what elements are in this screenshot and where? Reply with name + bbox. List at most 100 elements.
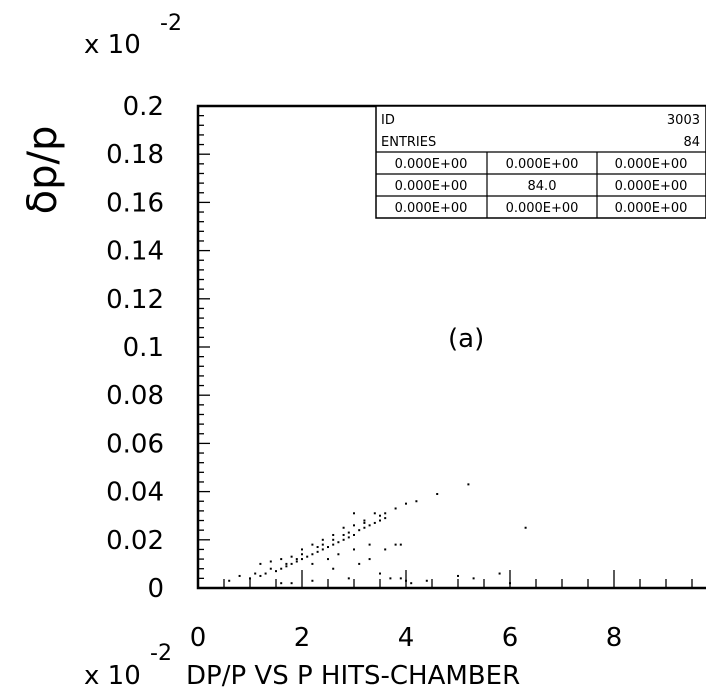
data-point (290, 562, 293, 565)
y-tick-label: 0.1 (123, 333, 164, 363)
data-point (368, 524, 371, 527)
data-point (379, 514, 381, 517)
data-point (290, 582, 293, 585)
data-point (301, 553, 303, 556)
stats-box-frame (375, 105, 706, 219)
data-point (321, 543, 324, 546)
data-point (311, 543, 314, 546)
y-multiplier-base: x 10 (84, 30, 141, 60)
data-point (342, 526, 345, 529)
data-point (295, 560, 298, 563)
data-point (316, 550, 319, 553)
data-point (311, 562, 314, 565)
x-tick-label: 6 (502, 623, 519, 653)
data-point (498, 572, 501, 575)
data-point (472, 577, 475, 580)
data-point (347, 536, 350, 539)
y-multiplier: x 10 -2 (84, 11, 182, 60)
y-tick-label: 0.12 (106, 285, 164, 315)
data-point (337, 541, 340, 544)
x-multiplier-exponent: -2 (150, 641, 172, 666)
data-point (405, 579, 407, 582)
data-point (316, 546, 319, 549)
data-point (384, 517, 387, 520)
stats-id-label: ID (381, 113, 395, 128)
stats-entries-label: ENTRIES (381, 135, 436, 150)
data-point (410, 582, 413, 585)
x-ticks: 024681 (190, 570, 693, 653)
data-point (301, 558, 303, 561)
y-multiplier-exponent: -2 (160, 11, 182, 36)
stats-box: ID 3003 ENTRIES 84 0.000E+00 0.000E+00 0… (375, 105, 706, 219)
stats-cell: 0.000E+00 (506, 201, 579, 216)
data-point (290, 555, 293, 558)
data-point (259, 574, 262, 577)
data-point (337, 553, 340, 556)
data-point (384, 548, 387, 551)
data-point (399, 543, 402, 546)
data-point (363, 519, 366, 522)
stats-cell: 0.000E+00 (506, 157, 579, 172)
x-multiplier-base: x 10 (84, 661, 141, 691)
data-point (285, 562, 288, 565)
y-tick-label: 0.02 (106, 526, 164, 556)
data-point (394, 507, 397, 510)
data-point (347, 531, 350, 534)
data-point (269, 567, 272, 570)
data-point (306, 555, 309, 558)
x-tick-label: 8 (606, 623, 623, 653)
stats-cell: 0.000E+00 (615, 179, 688, 194)
data-point (373, 512, 376, 515)
data-point (275, 570, 277, 573)
stats-cell: 0.000E+00 (395, 201, 468, 216)
data-point (467, 483, 470, 486)
stats-cell: 0.000E+00 (395, 179, 468, 194)
data-point (358, 562, 361, 565)
data-point (379, 572, 381, 575)
y-tick-label: 0.18 (106, 140, 164, 170)
data-point (342, 538, 345, 541)
stats-cell: 0.000E+00 (395, 157, 468, 172)
data-point (321, 548, 324, 551)
data-point (269, 560, 272, 563)
data-point (368, 558, 371, 561)
data-point (384, 512, 387, 515)
data-point (311, 553, 314, 556)
data-point (249, 577, 251, 580)
data-point (280, 558, 283, 561)
data-point (280, 582, 283, 585)
y-tick-label: 0.16 (106, 188, 164, 218)
data-point (332, 533, 335, 536)
data-point (373, 521, 376, 524)
data-point (238, 574, 241, 577)
x-axis-label: DP/P VS P HITS-CHAMBER (186, 661, 520, 691)
data-point (368, 543, 371, 546)
data-point (264, 572, 267, 575)
y-tick-label: 0.08 (106, 381, 164, 411)
data-point (405, 502, 407, 505)
stats-cell: 0.000E+00 (615, 157, 688, 172)
stats-entries-value: 84 (683, 135, 700, 150)
data-point (321, 538, 324, 541)
panel-annotation: (a) (448, 324, 484, 354)
x-tick-label: 0 (190, 623, 207, 653)
data-point (327, 546, 329, 549)
data-point (332, 567, 335, 570)
data-point (285, 565, 288, 568)
data-point (228, 579, 231, 582)
data-point (347, 577, 350, 580)
data-point (280, 567, 283, 570)
x-tick-label: 2 (294, 623, 311, 653)
data-point (457, 574, 459, 577)
data-point (358, 529, 361, 532)
data-point (259, 562, 262, 565)
data-point (332, 538, 335, 541)
data-point (353, 548, 355, 551)
data-point (509, 582, 511, 585)
x-axis-title: x 10 -2 DP/P VS P HITS-CHAMBER (84, 641, 520, 691)
y-tick-label: 0.06 (106, 429, 164, 459)
y-tick-label: 0.04 (106, 478, 164, 508)
data-point (353, 524, 355, 527)
stats-cell: 0.000E+00 (615, 201, 688, 216)
